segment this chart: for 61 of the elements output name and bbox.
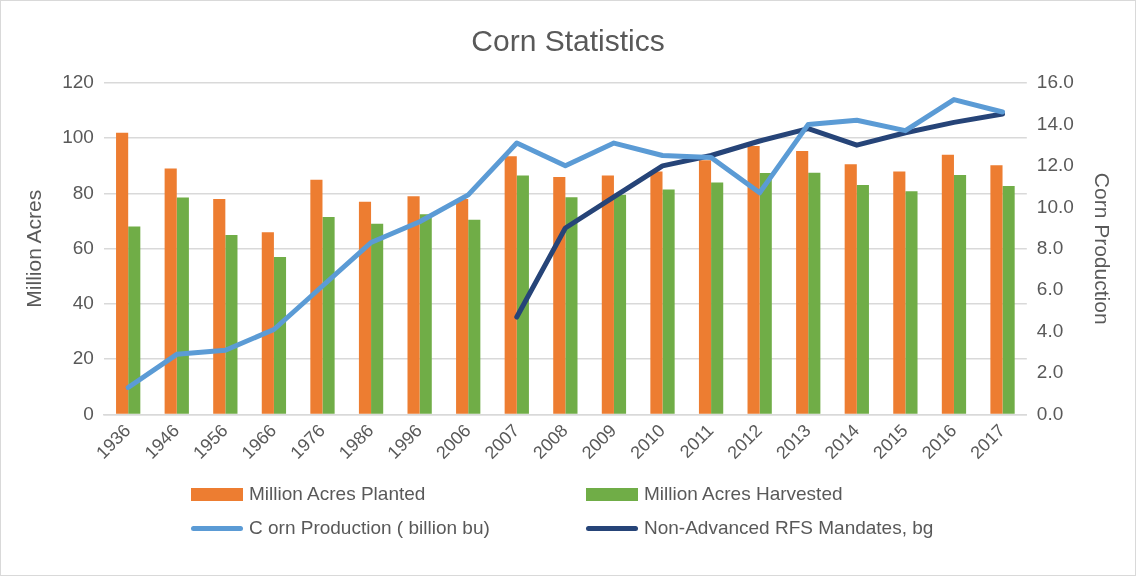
legend-label: Million Acres Harvested <box>644 483 843 505</box>
y2-axis-title: Corn Production <box>1090 172 1114 325</box>
y-tick-label: 0 <box>83 402 94 424</box>
bar <box>565 197 578 414</box>
bar <box>456 198 469 414</box>
bar <box>856 184 869 414</box>
chart-title: Corn Statistics <box>471 24 665 58</box>
bar <box>905 191 918 414</box>
bar <box>468 219 481 414</box>
bar <box>116 132 129 414</box>
y-axis-title: Million Acres <box>22 189 46 308</box>
legend-label: Million Acres Planted <box>249 483 426 505</box>
y2-tick-label: 0.0 <box>1036 402 1064 424</box>
y-tick-label: 60 <box>72 236 94 258</box>
bar <box>698 160 712 414</box>
bar <box>941 154 954 414</box>
bar <box>419 214 432 414</box>
bar <box>516 175 529 414</box>
bar <box>953 174 967 414</box>
bar <box>273 256 287 414</box>
bar <box>358 201 372 414</box>
bar <box>808 172 821 414</box>
bar <box>747 145 760 414</box>
bar <box>553 176 566 414</box>
bar <box>893 171 906 414</box>
bar <box>322 216 335 414</box>
y2-tick-label: 14.0 <box>1036 112 1074 134</box>
legend-label: C orn Production ( billion bu) <box>249 517 490 539</box>
y2-tick-label: 16.0 <box>1036 71 1074 93</box>
bar <box>613 194 627 414</box>
bar <box>990 165 1003 414</box>
bar <box>310 179 323 414</box>
bar <box>844 164 857 414</box>
y2-tick-label: 4.0 <box>1036 319 1064 341</box>
bar <box>711 182 724 414</box>
bar <box>176 197 189 414</box>
y2-tick-label: 6.0 <box>1036 278 1064 300</box>
y2-tick-label: 10.0 <box>1036 195 1074 217</box>
y2-tick-label: 2.0 <box>1036 361 1064 383</box>
bar <box>371 223 384 414</box>
y-tick-label: 40 <box>72 292 94 314</box>
bar <box>650 171 663 414</box>
y-tick-label: 20 <box>72 347 94 369</box>
legend-label: Non-Advanced RFS Mandates, bg <box>644 517 934 539</box>
y2-tick-label: 12.0 <box>1036 154 1074 176</box>
bar <box>128 226 141 414</box>
y-tick-label: 80 <box>72 181 94 203</box>
bar <box>407 196 420 414</box>
bar <box>662 189 675 414</box>
bar <box>759 173 772 414</box>
bar <box>164 168 177 414</box>
y-tick-label: 100 <box>62 126 94 148</box>
bar <box>261 232 274 414</box>
bar <box>796 150 809 414</box>
bar <box>213 198 226 414</box>
bar <box>1002 186 1015 414</box>
y2-tick-label: 8.0 <box>1036 236 1064 258</box>
bar <box>225 234 238 414</box>
bar <box>504 156 517 414</box>
y-tick-label: 120 <box>62 71 94 93</box>
bar <box>601 175 614 414</box>
